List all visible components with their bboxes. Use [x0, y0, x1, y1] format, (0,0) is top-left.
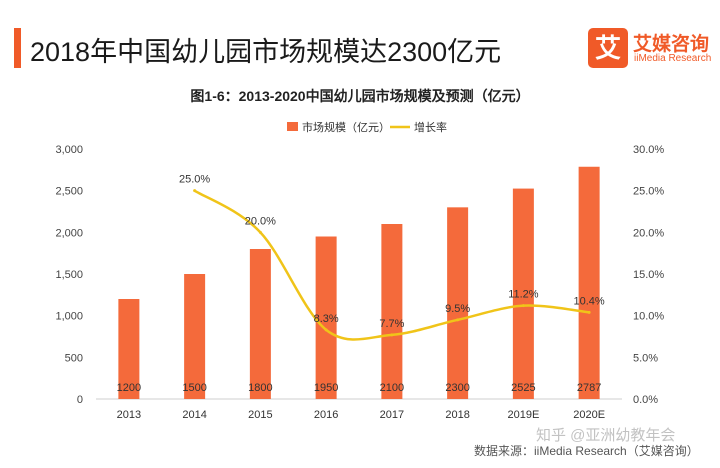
y-left-tick-label: 1,500	[55, 269, 83, 281]
growth-rate-point	[258, 230, 262, 234]
bar	[578, 166, 600, 399]
growth-rate-point	[521, 304, 525, 308]
x-tick-label: 2020E	[573, 409, 605, 421]
x-tick-label: 2016	[314, 409, 338, 421]
bar-value-label: 1800	[248, 382, 272, 394]
y-left-tick-label: 500	[65, 352, 83, 364]
data-source: 数据来源：iiMedia Research（艾媒咨询）	[474, 444, 699, 458]
legend-bar-label: 市场规模（亿元）	[302, 120, 390, 134]
bar	[447, 207, 469, 399]
growth-rate-point	[390, 333, 394, 337]
bar	[512, 188, 534, 399]
bar-value-label: 1500	[182, 382, 206, 394]
logo-text: 艾媒咨询	[633, 34, 710, 55]
page-title: 2018年中国幼儿园市场规模达2300亿元	[30, 37, 502, 67]
growth-rate-label: 10.4%	[574, 295, 605, 307]
legend-line-label: 增长率	[414, 120, 447, 134]
bar	[249, 249, 271, 399]
brand-logo: 艾 艾媒咨询 iiMedia Research	[588, 28, 712, 68]
growth-rate-point	[324, 328, 328, 332]
y-right-tick-label: 0.0%	[633, 394, 658, 406]
bar-value-label: 1950	[314, 382, 338, 394]
x-tick-label: 2015	[248, 409, 272, 421]
y-left-tick-label: 0	[77, 394, 83, 406]
logo-subtext: iiMedia Research	[634, 53, 712, 64]
bar	[118, 299, 140, 399]
growth-rate-label: 7.7%	[379, 318, 404, 330]
growth-rate-point	[456, 318, 460, 322]
growth-rate-label: 25.0%	[179, 174, 210, 186]
bar	[315, 236, 337, 399]
legend-bar-swatch	[287, 122, 298, 131]
x-tick-label: 2014	[182, 409, 206, 421]
y-right-tick-label: 5.0%	[633, 352, 658, 364]
bar-value-label: 2525	[511, 382, 535, 394]
y-left-tick-label: 2,500	[55, 186, 83, 198]
growth-rate-point	[193, 189, 197, 193]
y-left-tick-label: 2,000	[55, 227, 83, 239]
bar	[184, 274, 206, 399]
growth-rate-label: 8.3%	[314, 313, 339, 325]
bar	[381, 224, 403, 399]
growth-rate-point	[587, 310, 591, 314]
title-accent-bar	[14, 28, 21, 68]
bar-value-label: 2787	[577, 382, 601, 394]
x-tick-label: 2019E	[507, 409, 539, 421]
y-left-tick-label: 3,000	[55, 144, 83, 156]
y-right-tick-label: 25.0%	[633, 186, 664, 198]
bar-value-label: 2300	[445, 382, 469, 394]
x-tick-label: 2017	[380, 409, 404, 421]
logo-mark: 艾	[588, 28, 628, 68]
growth-rate-label: 20.0%	[245, 215, 276, 227]
bar-value-label: 1200	[117, 382, 141, 394]
growth-rate-label: 11.2%	[508, 289, 539, 301]
x-tick-label: 2013	[117, 409, 141, 421]
y-left-tick-label: 1,000	[55, 311, 83, 323]
y-right-tick-label: 30.0%	[633, 144, 664, 156]
y-right-tick-label: 20.0%	[633, 227, 664, 239]
chart-title: 图1-6：2013-2020中国幼儿园市场规模及预测（亿元）	[190, 88, 530, 104]
y-right-tick-label: 10.0%	[633, 311, 664, 323]
x-tick-label: 2018	[445, 409, 469, 421]
bar-value-label: 2100	[380, 382, 404, 394]
y-right-tick-label: 15.0%	[633, 269, 664, 281]
growth-rate-label: 9.5%	[445, 303, 470, 315]
watermark: 知乎 @亚洲幼教年会	[536, 427, 676, 444]
